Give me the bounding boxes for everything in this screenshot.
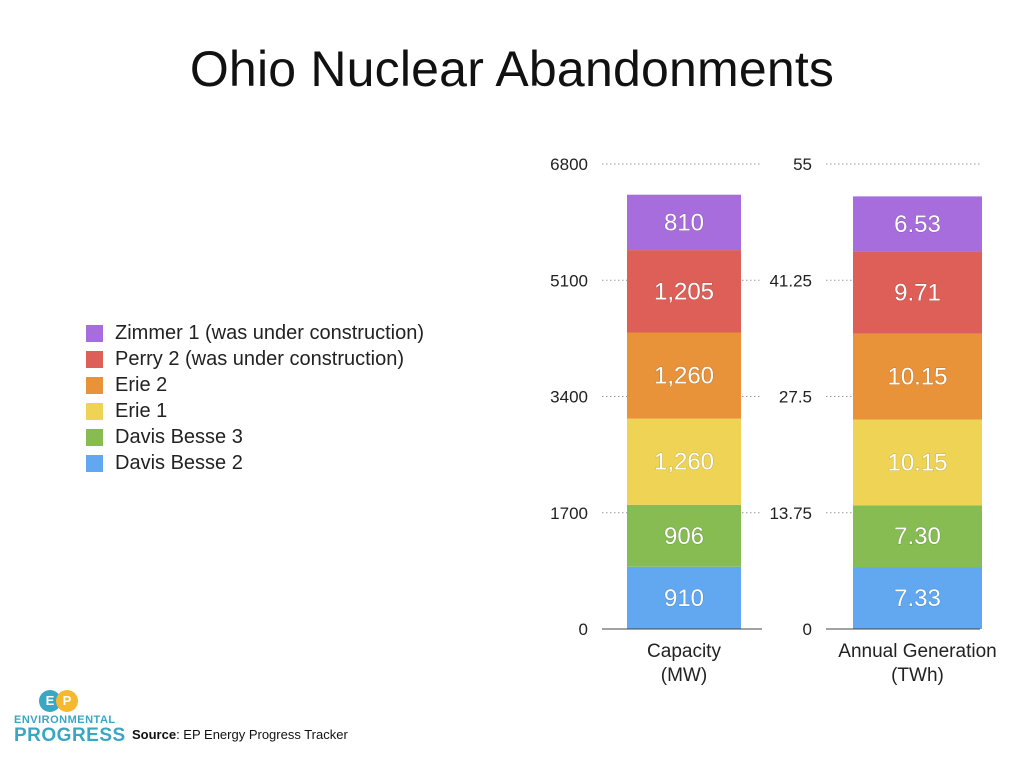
legend-item: Davis Besse 3 (86, 424, 424, 450)
category-label: Annual Generation (838, 641, 996, 662)
data-label: 6.53 (894, 211, 941, 238)
legend-label: Erie 1 (115, 399, 168, 422)
legend: Zimmer 1 (was under construction) Perry 2… (86, 320, 424, 476)
source-text: : EP Energy Progress Tracker (176, 727, 348, 742)
bar-segment (627, 250, 741, 333)
legend-item: Perry 2 (was under construction) (86, 346, 424, 372)
data-label: 7.30 (894, 523, 941, 550)
legend-label: Davis Besse 3 (115, 425, 243, 448)
legend-swatch (86, 428, 103, 446)
legend-label: Erie 2 (115, 373, 168, 396)
logo-line-2: PROGRESS (14, 725, 126, 746)
legend-label: Perry 2 (was under construction) (115, 347, 405, 370)
legend-label: Zimmer 1 (was under construction) (115, 321, 424, 344)
y-tick-label: 13.75 (769, 504, 812, 523)
y-tick-label: 1700 (550, 504, 588, 523)
bar-segment (627, 504, 741, 567)
data-label: 10.15 (887, 364, 947, 391)
bar-segment (627, 194, 741, 251)
data-label: 1,205 (654, 278, 714, 305)
logo-p-mark: P (56, 690, 78, 712)
y-tick-label: 27.5 (779, 388, 812, 407)
logo-e-mark: E (39, 690, 61, 712)
legend-swatch (86, 376, 103, 394)
data-label: 910 (664, 585, 704, 612)
y-tick-label: 3400 (550, 388, 588, 407)
legend-item: Erie 2 (86, 372, 424, 398)
category-label: (TWh) (891, 665, 944, 686)
bar-segment (627, 566, 741, 629)
bar-segment (853, 505, 982, 568)
y-tick-label: 41.25 (769, 271, 812, 290)
bar-segment (853, 333, 982, 420)
ep-logo-icon: E P (39, 690, 79, 712)
legend-swatch (86, 324, 103, 342)
legend-item: Davis Besse 2 (86, 450, 424, 476)
legend-item: Erie 1 (86, 398, 424, 424)
bar-segment (853, 567, 982, 629)
source-note: Source: EP Energy Progress Tracker (132, 727, 348, 742)
category-label: Capacity (647, 641, 721, 662)
data-label: 10.15 (887, 449, 947, 476)
y-tick-label: 0 (803, 620, 812, 639)
source-label: Source (132, 727, 177, 742)
legend-swatch (86, 402, 103, 420)
y-tick-label: 6800 (550, 155, 588, 174)
data-label: 906 (664, 523, 704, 550)
environmental-progress-logo: E P ENVIRONMENTAL PROGRESS (14, 690, 126, 746)
chart-title: Ohio Nuclear Abandonments (189, 41, 835, 97)
y-tick-label: 55 (793, 155, 812, 174)
y-tick-label: 0 (579, 620, 588, 639)
legend-label: Davis Besse 2 (115, 451, 243, 474)
data-label: 1,260 (654, 449, 714, 476)
data-label: 9.71 (894, 280, 941, 307)
legend-swatch (86, 350, 103, 368)
legend-swatch (86, 454, 103, 472)
bar-segment (853, 419, 982, 506)
data-label: 7.33 (894, 585, 941, 612)
bar-segment (853, 196, 982, 252)
data-label: 1,260 (654, 363, 714, 390)
legend-item: Zimmer 1 (was under construction) (86, 320, 424, 346)
bar-segment (627, 332, 741, 419)
data-label: 810 (664, 209, 704, 236)
bar-segment (627, 418, 741, 505)
bar-segment (853, 251, 982, 334)
y-tick-label: 5100 (550, 271, 588, 290)
logo-line-1: ENVIRONMENTAL (14, 714, 116, 726)
category-label: (MW) (661, 665, 707, 686)
